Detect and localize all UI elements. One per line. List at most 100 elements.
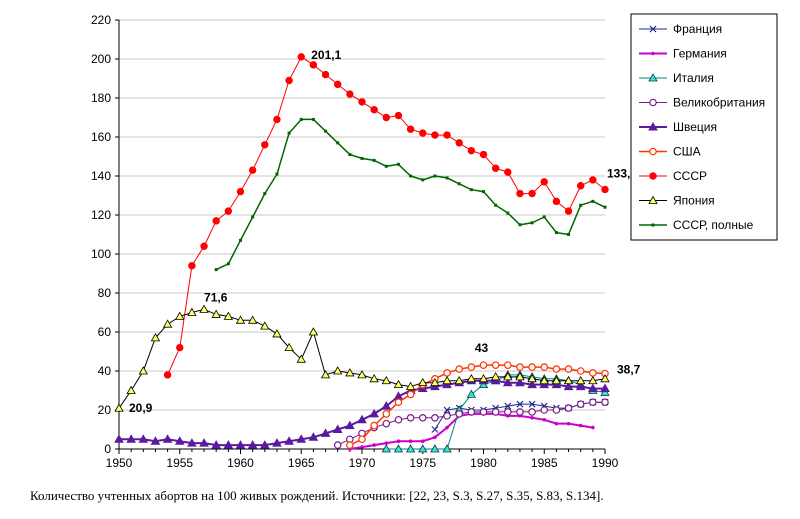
data-point: [285, 76, 293, 85]
data-point: [445, 176, 449, 180]
data-point: [457, 182, 461, 186]
data-point: [589, 176, 597, 184]
y-tick-label: 40: [98, 364, 112, 378]
data-point: [467, 146, 476, 155]
data-point: [433, 435, 437, 440]
series-line: [118, 308, 606, 409]
x-tick-label: 1990: [592, 456, 619, 470]
data-point: [357, 414, 367, 424]
data-point: [491, 164, 500, 172]
data-point: [551, 375, 562, 385]
data-point: [430, 444, 440, 453]
y-tick-label: 220: [91, 13, 111, 27]
legend-label: Франция: [673, 22, 722, 36]
y-tick-label: 120: [91, 208, 111, 222]
data-point: [443, 369, 451, 377]
data-point: [336, 141, 340, 145]
data-point: [199, 438, 209, 447]
data-point: [530, 221, 534, 225]
legend-label: Швеция: [673, 120, 717, 134]
data-point: [540, 406, 549, 414]
data-point: [490, 372, 501, 381]
data-point: [384, 441, 389, 445]
data-point: [199, 304, 209, 313]
data-point: [394, 415, 403, 424]
data-point: [138, 434, 149, 443]
legend-entry: СССР: [639, 169, 707, 183]
data-point: [261, 141, 269, 149]
data-point: [554, 421, 559, 426]
data-label: 38,7: [617, 363, 641, 377]
data-point: [187, 307, 197, 316]
data-point: [223, 311, 234, 320]
data-point: [554, 231, 558, 235]
data-point: [587, 383, 598, 393]
y-tick-label: 140: [91, 169, 111, 183]
data-label: 201,1: [311, 48, 341, 62]
series-5: [346, 361, 609, 449]
legend-swatch-marker: [651, 51, 655, 56]
data-point: [345, 368, 355, 377]
legend-label: Германия: [673, 47, 727, 61]
data-point: [408, 439, 413, 444]
series-7: [114, 304, 610, 412]
data-point: [420, 439, 425, 444]
data-point: [443, 412, 451, 420]
data-point: [200, 242, 208, 250]
y-tick-label: 0: [104, 442, 111, 456]
data-point: [431, 413, 439, 422]
data-point: [515, 372, 525, 381]
data-point: [235, 315, 246, 324]
data-point: [251, 215, 255, 219]
data-label: 43: [475, 341, 489, 355]
data-point: [443, 131, 451, 139]
x-tick-label: 1955: [166, 456, 193, 470]
data-point: [369, 373, 379, 383]
data-point: [309, 61, 318, 69]
data-point: [332, 424, 343, 433]
data-point: [479, 361, 488, 369]
data-point: [394, 111, 403, 120]
data-point: [479, 150, 488, 159]
data-point: [114, 434, 124, 443]
data-point: [603, 205, 607, 209]
data-point: [542, 215, 546, 219]
legend-entry: СССР, полные: [639, 218, 754, 232]
data-point: [272, 329, 282, 338]
data-point: [455, 410, 464, 418]
series-line: [349, 364, 606, 446]
data-point: [491, 408, 500, 416]
data-point: [273, 115, 281, 124]
legend-swatch-marker: [648, 195, 658, 204]
data-point: [576, 367, 585, 375]
data-point: [299, 117, 303, 121]
data-point: [247, 440, 258, 449]
data-point: [518, 223, 522, 227]
data-point: [344, 420, 355, 430]
data-point: [516, 189, 524, 198]
data-point: [588, 375, 598, 385]
x-tick-label: 1970: [349, 456, 376, 470]
data-point: [275, 172, 279, 176]
data-point: [600, 383, 610, 393]
data-point: [409, 174, 413, 178]
data-point: [247, 315, 258, 324]
data-point: [601, 185, 609, 194]
series-line: [215, 118, 606, 271]
data-point: [479, 408, 488, 416]
axes: 0 20 40 60 80 100 120 140 160 180 200 220 1950 1955 19…: [91, 13, 619, 470]
data-point: [114, 403, 124, 412]
data-point: [566, 421, 571, 426]
data-point: [346, 90, 354, 98]
data-point: [381, 444, 391, 453]
data-point: [506, 211, 510, 215]
legend-entry: Италия: [639, 71, 714, 85]
legend-swatch-marker: [649, 25, 657, 33]
legend-entry: Великобритания: [639, 96, 765, 110]
data-point: [421, 178, 425, 182]
legend-entry: США: [639, 145, 701, 159]
data-point: [467, 363, 476, 371]
data-point: [259, 440, 270, 449]
y-tick-label: 20: [98, 403, 112, 417]
series-6: [163, 53, 609, 379]
